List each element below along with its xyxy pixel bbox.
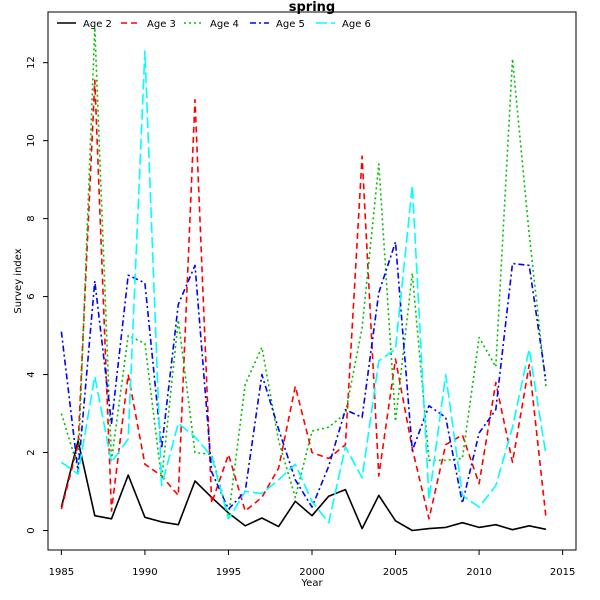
- x-tick-label: 1985: [49, 567, 74, 578]
- y-axis: 0 2 4 6 8 10 12: [26, 56, 48, 534]
- x-axis: 1985 1990 1995 2000 2005 2010 2015: [49, 550, 575, 578]
- chart-title: spring: [289, 0, 335, 15]
- y-tick-label: 6: [26, 293, 37, 299]
- x-tick-label: 1990: [132, 567, 157, 578]
- y-tick-label: 0: [26, 527, 37, 533]
- legend-label: Age 4: [210, 19, 239, 30]
- series-line-age-4: [60, 26, 547, 518]
- y-tick-label: 8: [26, 215, 37, 221]
- y-tick-label: 12: [26, 56, 37, 69]
- legend-label: Age 5: [276, 19, 305, 30]
- series-line-age-2: [60, 439, 547, 532]
- legend-label: Age 2: [83, 19, 112, 30]
- x-tick-label: 2000: [299, 567, 324, 578]
- legend-label: Age 6: [342, 19, 371, 30]
- legend: Age 2 Age 3 Age 4 Age 5 Age 6: [57, 19, 371, 30]
- series-line-age-3: [60, 79, 547, 520]
- x-tick-label: 2005: [383, 567, 408, 578]
- x-axis-label: Year: [300, 578, 323, 589]
- y-tick-label: 10: [26, 134, 37, 147]
- x-tick-label: 1995: [216, 567, 241, 578]
- x-tick-label: 2010: [466, 567, 491, 578]
- x-tick-label: 2015: [550, 567, 575, 578]
- series-line-age-5: [60, 241, 547, 510]
- y-tick-label: 4: [26, 371, 37, 377]
- series-line-age-6: [60, 50, 547, 524]
- legend-label: Age 3: [147, 19, 176, 30]
- y-tick-label: 2: [26, 449, 37, 455]
- series-lines: [60, 26, 547, 532]
- y-axis-label: Survey index: [13, 248, 24, 313]
